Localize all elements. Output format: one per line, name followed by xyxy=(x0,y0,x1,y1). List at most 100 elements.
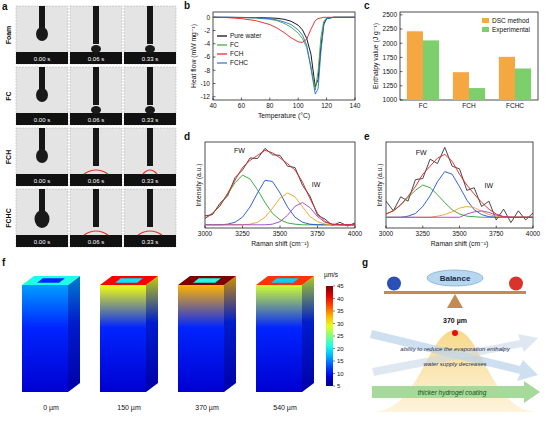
y-tick xyxy=(400,43,403,44)
column-side xyxy=(146,276,158,392)
colorbar-tick xyxy=(333,311,335,312)
series-line xyxy=(205,193,355,225)
droplet xyxy=(36,88,48,102)
x-tick-label: 100 xyxy=(293,102,304,109)
series-line xyxy=(386,154,533,217)
y-tick xyxy=(400,100,403,101)
x-tick-label: 60 xyxy=(238,102,246,109)
droplet xyxy=(145,106,155,114)
x-tick xyxy=(533,226,534,229)
y-tick-label: 1750 xyxy=(383,54,398,61)
series-line xyxy=(213,17,355,90)
needle xyxy=(93,6,99,44)
column-front xyxy=(22,285,68,392)
colorbar-tick xyxy=(333,336,335,337)
series-line xyxy=(213,17,355,86)
column-side xyxy=(224,276,236,392)
legend-swatch xyxy=(217,35,227,36)
legend-swatch xyxy=(482,18,489,23)
droplet xyxy=(35,210,50,228)
series-line xyxy=(205,180,355,225)
colorbar-tick xyxy=(333,373,335,374)
surface xyxy=(16,174,68,186)
x-tick-label: FCHC xyxy=(506,102,524,109)
x-tick xyxy=(355,98,356,101)
plot-frame xyxy=(386,142,533,228)
beam xyxy=(384,291,526,294)
x-tick-label: 4000 xyxy=(526,230,541,237)
photo-frame xyxy=(124,189,176,247)
plot-area xyxy=(205,148,355,226)
panel-letter: e xyxy=(364,131,370,142)
x-tick xyxy=(422,226,423,229)
spread-contour xyxy=(84,231,108,235)
column-top xyxy=(178,276,236,285)
panel-letter: c xyxy=(364,0,370,11)
time-label: 0.33 s xyxy=(142,239,158,245)
x-tick xyxy=(459,226,460,229)
droplet xyxy=(36,27,48,41)
row-label: Foam xyxy=(5,26,12,45)
y-tick xyxy=(400,57,403,58)
balance-badge xyxy=(427,270,483,286)
plot-area xyxy=(407,31,531,100)
arrow xyxy=(372,381,540,403)
panel-letter: b xyxy=(184,0,190,11)
colorbar-label: 15 xyxy=(337,358,344,364)
row-label: FC xyxy=(5,91,12,100)
legend-label: DSC method xyxy=(492,17,530,24)
legend-label: FC xyxy=(230,41,239,48)
column-shade xyxy=(146,276,158,392)
surface xyxy=(70,235,122,247)
droplet xyxy=(91,45,101,53)
y-tick xyxy=(213,30,216,31)
y-tick-label: 1000 xyxy=(383,96,398,103)
column-front xyxy=(256,285,302,392)
series-line xyxy=(386,185,533,217)
arrow-label: thicker hydrogel coating xyxy=(418,389,487,397)
legend-swatch xyxy=(482,27,489,32)
y-tick xyxy=(213,83,216,84)
column-label: 150 µm xyxy=(117,404,141,412)
figure: abcdefgFoam0.00 s0.06 s0.33 sFC0.00 s0.0… xyxy=(0,0,545,421)
column-top xyxy=(22,276,80,285)
column-hole xyxy=(193,278,221,282)
surface xyxy=(70,113,122,125)
y-tick-label: 2000 xyxy=(383,40,398,47)
photo-frame xyxy=(124,6,176,64)
x-tick xyxy=(242,226,243,229)
legend-swatch xyxy=(217,53,227,54)
needle xyxy=(93,67,99,105)
time-label: 0.00 s xyxy=(34,56,50,62)
x-tick-label: 3250 xyxy=(416,230,431,237)
needle xyxy=(93,128,99,166)
y-axis-title: Intensity (a.u.) xyxy=(195,163,203,206)
time-label: 0.06 s xyxy=(88,178,104,184)
photo-frame xyxy=(124,67,176,125)
spread-contour xyxy=(143,170,157,174)
needle xyxy=(147,6,153,44)
x-tick-label: 120 xyxy=(321,102,332,109)
x-tick-label: 3500 xyxy=(273,230,288,237)
y-tick xyxy=(213,43,216,44)
plot-area xyxy=(386,147,533,222)
y-tick xyxy=(400,14,403,15)
optimum-dot xyxy=(452,330,458,336)
time-label: 0.00 s xyxy=(34,117,50,123)
column-front xyxy=(178,285,224,392)
arrow-label: water supply decreases xyxy=(423,361,486,367)
colorbar-label: 20 xyxy=(337,346,344,352)
colorbar-label: 10 xyxy=(337,371,344,377)
needle xyxy=(147,189,153,227)
plot-area xyxy=(213,17,355,94)
colorbar-label: 45 xyxy=(337,283,344,289)
x-tick-label: 140 xyxy=(350,102,361,109)
annotation: IW xyxy=(485,182,494,189)
x-tick-label: FC xyxy=(419,102,428,109)
x-tick-label: 3250 xyxy=(235,230,250,237)
series-line xyxy=(386,207,533,218)
column-top xyxy=(256,276,314,285)
colorbar-tick xyxy=(333,298,335,299)
column-side xyxy=(302,276,314,392)
photo-frame xyxy=(124,128,176,186)
